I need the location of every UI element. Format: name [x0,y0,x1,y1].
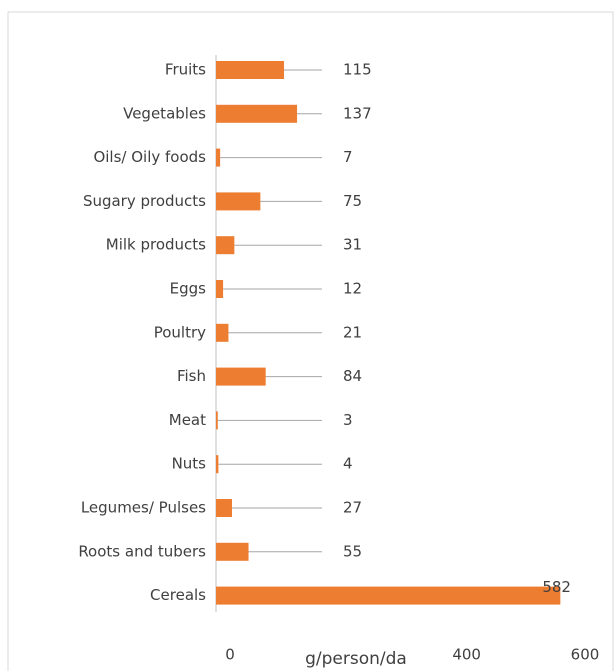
data-label: 12 [343,280,362,298]
data-label: 7 [343,148,353,166]
data-label: 27 [343,499,362,517]
data-label: 55 [343,542,362,560]
bar [216,61,285,79]
bar [216,455,219,474]
bar [216,367,266,386]
y-tick-label: Fruits [165,61,206,79]
y-tick-label: Milk products [106,236,206,254]
data-label: 4 [343,455,353,473]
data-label: 21 [343,323,362,341]
bar [216,323,229,342]
y-tick-label: Roots and tubers [78,542,206,560]
bar [216,236,235,255]
x-axis-title: g/person/da [305,649,407,669]
x-tick-label: 0 [225,646,235,664]
y-tick-label: Nuts [172,455,207,473]
chart-border [7,11,614,671]
y-tick-label: Legumes/ Pulses [81,499,206,517]
data-label: 582 [542,578,571,596]
y-tick-label: Oils/ Oily foods [93,148,206,166]
bar [216,192,261,211]
y-tick-label: Sugary products [83,192,206,210]
data-label: 75 [343,192,362,210]
y-tick-label: Vegetables [123,104,206,122]
y-tick-label: Poultry [154,323,206,341]
x-tick-label: 400 [452,646,481,664]
bar [216,542,249,561]
bar [216,499,232,517]
y-tick-label: Eggs [170,280,207,298]
bar [216,586,561,605]
bar [216,148,221,167]
data-label: 31 [343,236,362,254]
y-tick-label: Fish [177,367,206,385]
bar [216,411,218,430]
data-label: 137 [343,104,372,122]
y-tick-label: Meat [169,411,206,429]
data-label: 3 [343,411,353,429]
bar [216,104,298,123]
y-tick-label: Cereals [150,586,206,604]
x-tick-label: 600 [571,646,600,664]
data-label: 115 [343,61,372,79]
bar [216,280,224,298]
data-label: 84 [343,367,362,385]
